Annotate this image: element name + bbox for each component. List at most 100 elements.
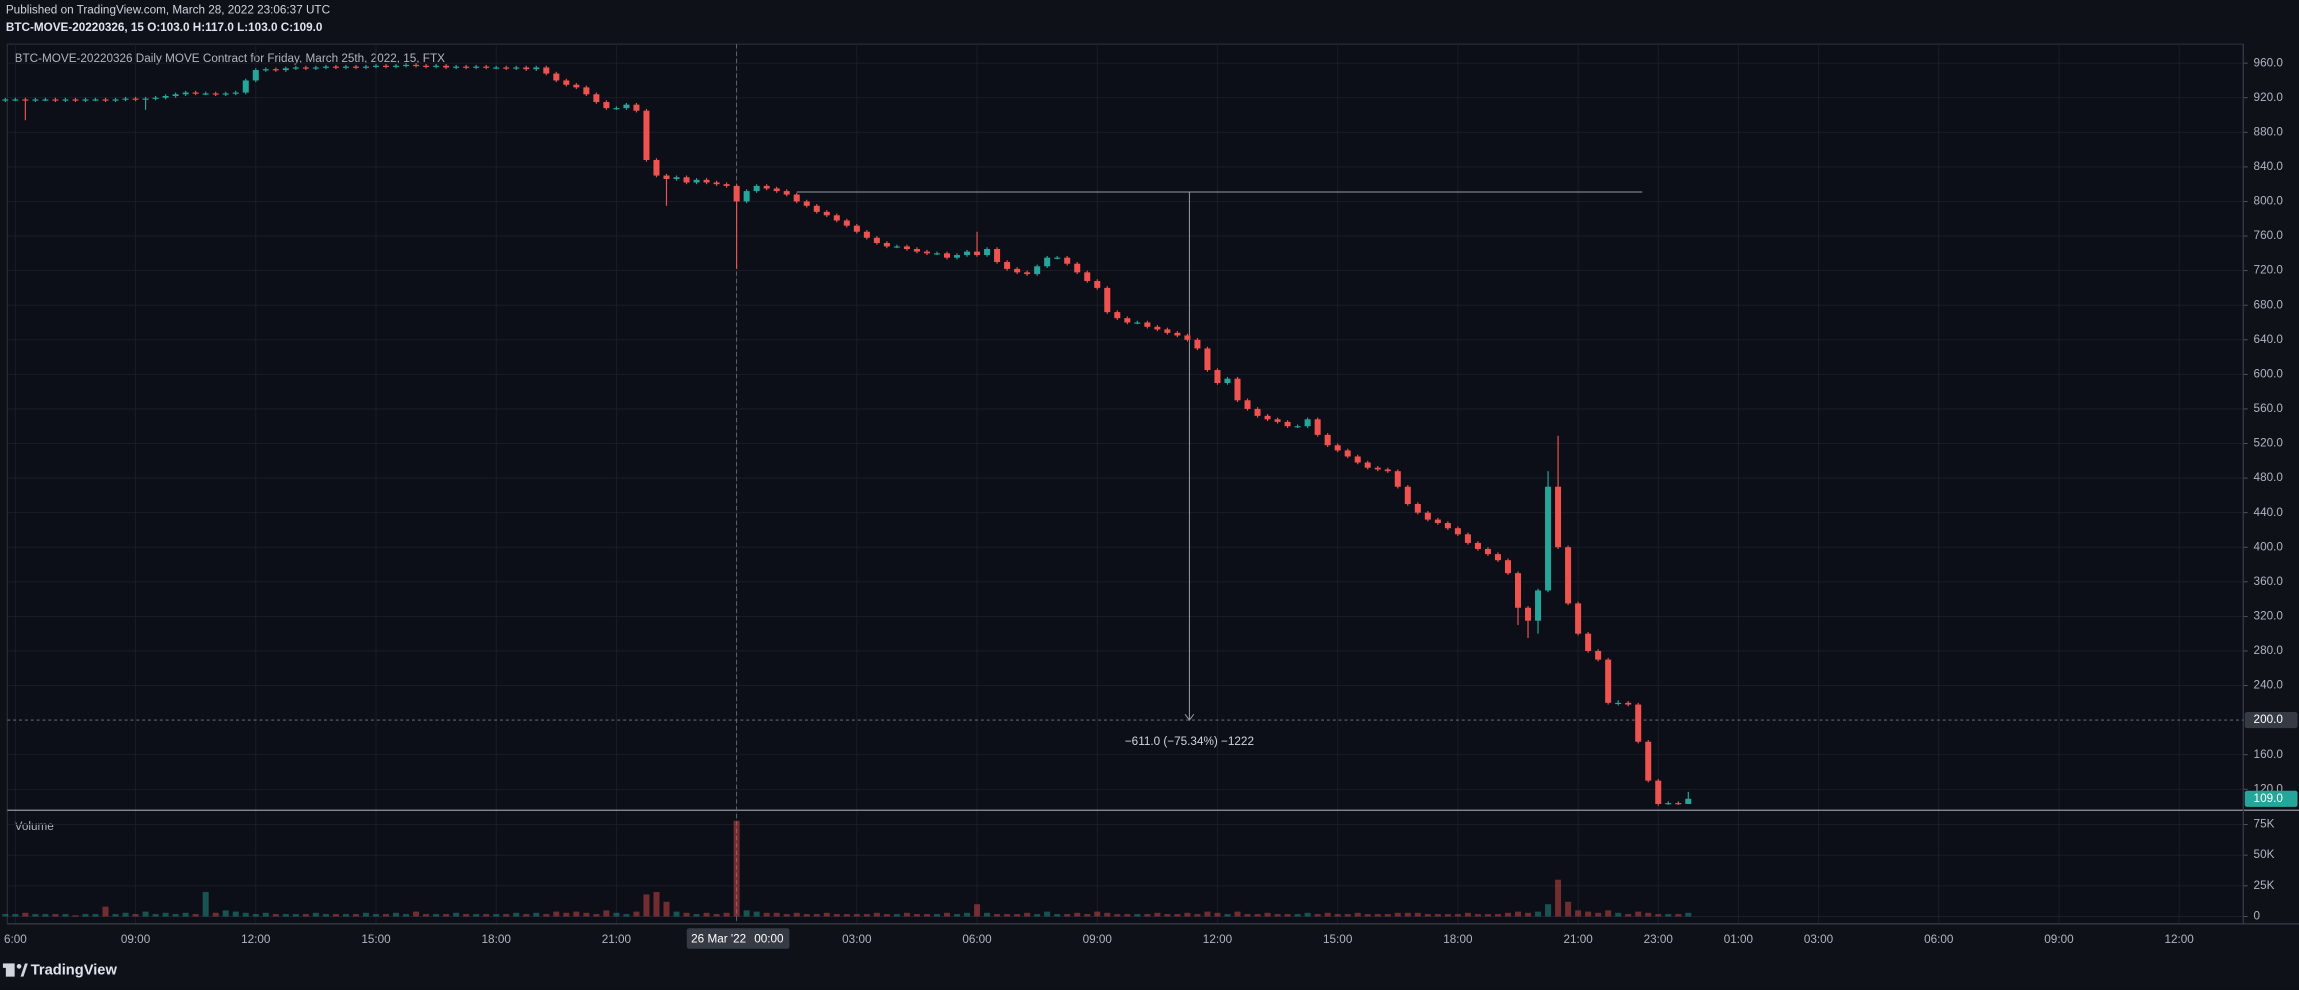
volume-bar xyxy=(172,914,179,917)
candle-body xyxy=(12,99,19,101)
volume-bar xyxy=(1545,904,1552,917)
volume-bar xyxy=(1324,912,1331,917)
candle-body xyxy=(1114,312,1121,319)
candle-body xyxy=(753,185,760,192)
y-tick-label: 520.0 xyxy=(2254,437,2284,450)
x-tick-label: 15:00 xyxy=(1323,933,1353,946)
candle-body xyxy=(1454,528,1461,535)
candle-body xyxy=(393,65,400,67)
volume-bar xyxy=(1424,914,1431,917)
volume-bar xyxy=(1514,911,1522,917)
volume-bar xyxy=(1194,914,1201,917)
x-tick-label: 18:00 xyxy=(482,933,512,946)
candle-body xyxy=(1204,348,1211,371)
volume-bar xyxy=(282,914,289,917)
price-badge xyxy=(2244,790,2298,807)
volume-bar xyxy=(883,914,890,917)
volume-bar xyxy=(833,914,840,917)
candle-body xyxy=(883,242,890,247)
candle-body xyxy=(513,67,520,69)
measure-label: −611.0 (−75.34%) −1222 xyxy=(1125,735,1254,748)
volume-bar xyxy=(332,914,339,917)
candle-body xyxy=(1625,702,1632,705)
volume-bar xyxy=(493,914,500,917)
y-tick-label: 480.0 xyxy=(2254,471,2284,484)
volume-bar xyxy=(1224,914,1231,917)
candle-body xyxy=(302,67,309,69)
candle-body xyxy=(1464,534,1471,543)
candle-body xyxy=(1254,408,1261,416)
candle-body xyxy=(483,66,490,68)
candle-body xyxy=(964,251,971,256)
candle-body xyxy=(312,67,319,69)
volume-bar xyxy=(222,910,229,917)
y-tick-label: 960.0 xyxy=(2254,56,2284,69)
price-badge-label: 200.0 xyxy=(2254,713,2284,726)
candle-body xyxy=(222,93,229,95)
volume-bar xyxy=(1174,914,1181,917)
volume-bar xyxy=(613,912,620,917)
candle-body xyxy=(893,246,900,248)
candle-body xyxy=(1514,573,1522,608)
volume-bar xyxy=(272,914,279,917)
volume-bar xyxy=(723,912,730,917)
volume-bar xyxy=(593,914,600,917)
volume-bar xyxy=(352,914,359,917)
candle-body xyxy=(813,205,820,212)
candle-body xyxy=(543,67,550,74)
volume-bar xyxy=(683,912,690,917)
volume-bar xyxy=(1084,914,1091,917)
logo-bar xyxy=(5,963,15,977)
volume-bar xyxy=(763,912,770,917)
y-tick-label: 400.0 xyxy=(2254,540,2284,553)
volume-bar xyxy=(1234,911,1241,917)
candle-body xyxy=(1014,268,1021,273)
candle-body xyxy=(523,67,530,70)
volume-bar xyxy=(1655,914,1662,917)
volume-bar xyxy=(262,912,269,917)
volume-bar xyxy=(1394,912,1401,917)
volume-bar xyxy=(1254,914,1261,917)
candle-body xyxy=(1224,378,1231,383)
volume-bar xyxy=(52,914,59,917)
volume-bar xyxy=(943,912,950,917)
candle-body xyxy=(62,99,69,101)
candle-body xyxy=(1374,467,1381,470)
candle-body xyxy=(1655,780,1662,804)
volume-bar xyxy=(312,912,319,917)
volume-bar xyxy=(713,914,720,917)
volume-bar xyxy=(1384,914,1391,917)
volume-bar xyxy=(212,912,219,917)
x-tick-label: 06:00 xyxy=(1924,933,1954,946)
volume-bar xyxy=(1434,914,1441,917)
candle-body xyxy=(1314,419,1321,435)
candle-body xyxy=(923,251,930,254)
candle-body xyxy=(1044,257,1051,267)
candle-body xyxy=(82,99,89,101)
volume-bar xyxy=(1354,912,1361,917)
candle-body xyxy=(242,80,249,93)
candle-body xyxy=(1484,548,1491,555)
volume-bar xyxy=(342,914,349,917)
y-tick-label: 440.0 xyxy=(2254,506,2284,519)
candle-body xyxy=(272,69,279,71)
candle-body xyxy=(2,99,9,101)
candle-body xyxy=(342,66,349,68)
volume-bar xyxy=(453,912,460,917)
candle-body xyxy=(693,179,700,183)
candle-body xyxy=(803,201,810,206)
candle-body xyxy=(152,97,159,99)
volume-bar xyxy=(292,914,299,917)
plot-frame xyxy=(6,43,2244,925)
volume-bar xyxy=(1294,914,1301,917)
candle-body xyxy=(1094,280,1101,288)
candle-body xyxy=(1615,702,1622,705)
volume-tick-label: 50K xyxy=(2254,848,2275,861)
y-tick-label: 800.0 xyxy=(2254,195,2284,208)
candle-body xyxy=(1324,434,1331,446)
candle-body xyxy=(793,194,800,202)
volume-bar xyxy=(563,912,570,917)
candle-body xyxy=(423,65,430,67)
y-tick-label: 280.0 xyxy=(2254,644,2284,657)
